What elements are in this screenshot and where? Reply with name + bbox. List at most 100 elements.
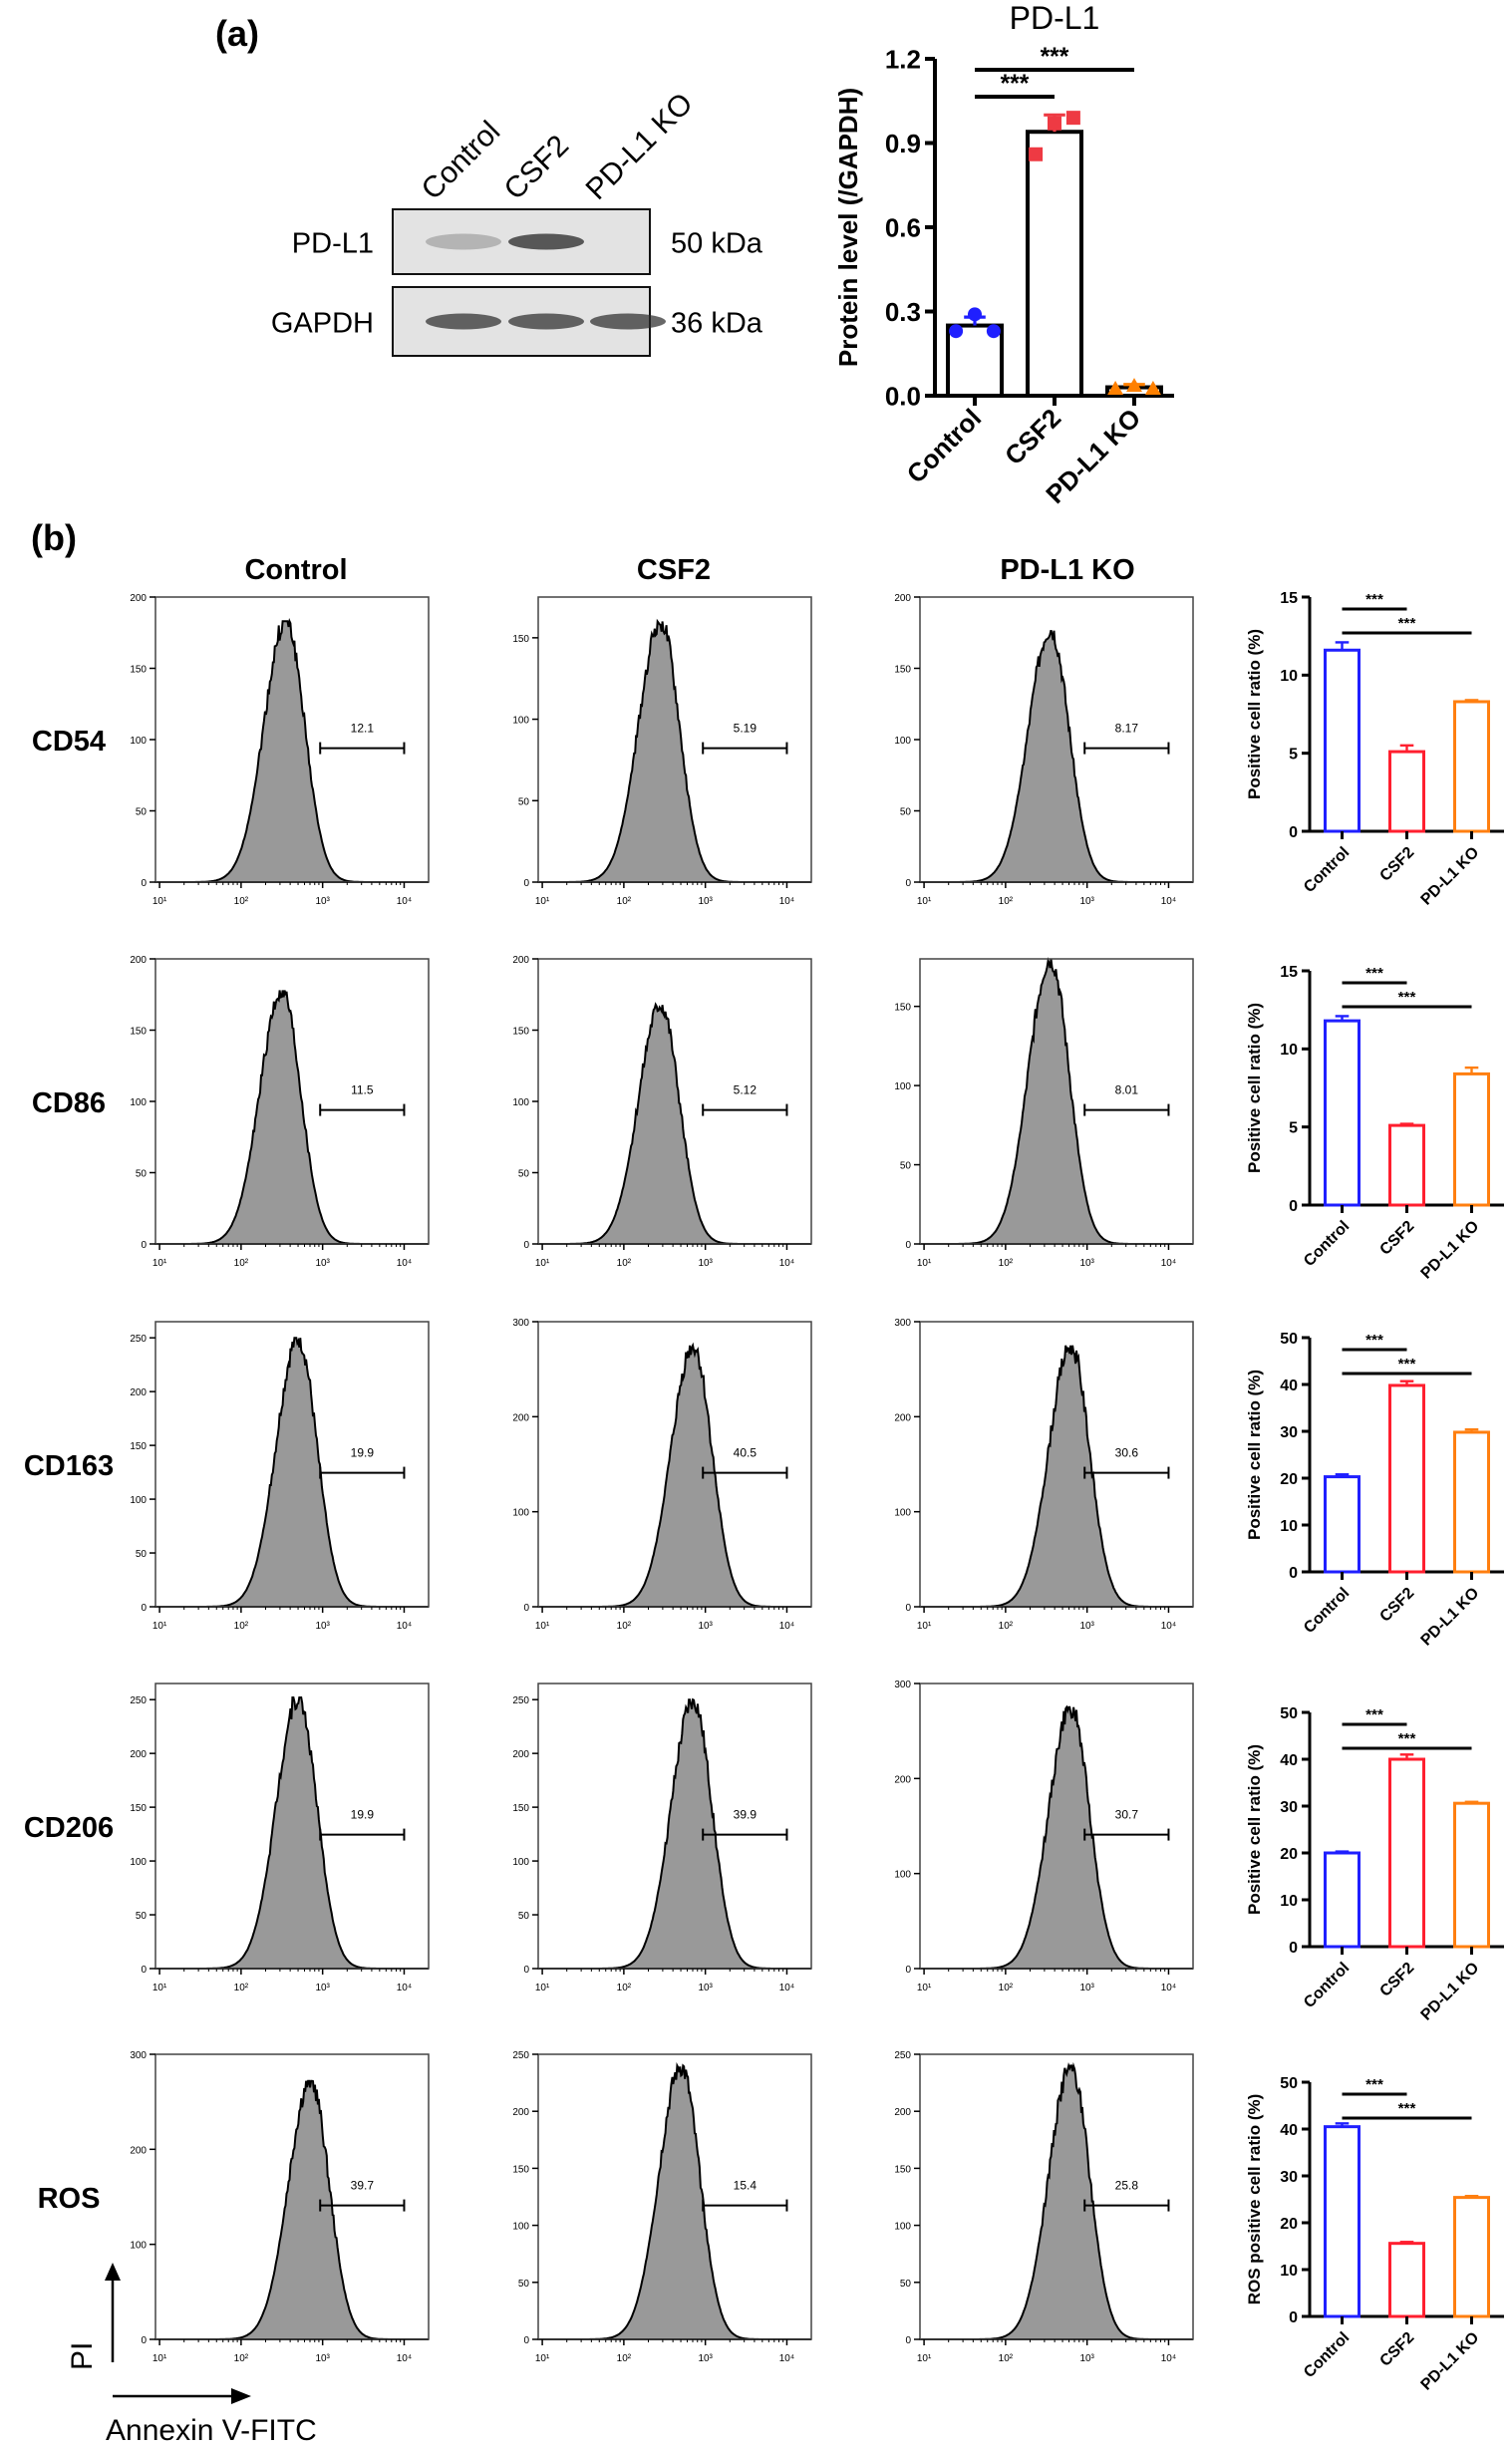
blot-row-gapdh: GAPDH 36 kDa: [271, 286, 763, 357]
y-tick-label: 100: [894, 1081, 911, 1092]
column-header: CSF2: [637, 554, 711, 586]
gate-percentage: 19.9: [351, 1446, 375, 1460]
blot-protein-label: PD-L1: [292, 228, 374, 260]
y-tick-label: 250: [894, 2050, 911, 2061]
x-tick-label: 10³: [1079, 1983, 1094, 1993]
y-tick-label: 10: [1280, 2263, 1298, 2280]
plot-frame: [919, 2053, 1194, 2340]
y-axis-title: PI: [66, 2342, 99, 2370]
y-tick-label: 0: [141, 878, 147, 889]
lane-label: Control: [416, 115, 507, 206]
y-tick-label: 100: [130, 1857, 147, 1868]
x-tick-label: 10¹: [917, 2353, 932, 2364]
histogram-cd163-0: 0 50 100 150 200 250 10¹ 10² 10³ 10⁴ 19.9: [130, 1321, 430, 1632]
x-tick-label: 10⁴: [1161, 2353, 1176, 2364]
gate-percentage: 8.01: [1115, 1083, 1139, 1097]
y-tick-label: 50: [518, 1169, 530, 1180]
x-tick-label: 10¹: [535, 2353, 550, 2364]
y-tick-label: 0: [1289, 1198, 1298, 1215]
y-tick-label: 0: [1289, 2309, 1298, 2326]
x-tick-label: 10¹: [535, 896, 550, 907]
x-tick-label: 10³: [1079, 1258, 1094, 1269]
x-tick-label: 10⁴: [779, 1983, 794, 1993]
plot-frame: [537, 2053, 812, 2340]
y-tick-label: 30: [1280, 2169, 1298, 2186]
y-tick-label: 200: [512, 1749, 529, 1760]
y-tick-label: 0: [905, 1603, 911, 1614]
bar: [1388, 2242, 1425, 2318]
x-tick-label: Control: [1301, 2329, 1353, 2381]
histogram-curve: [920, 1345, 1193, 1608]
gate-percentage: 40.5: [734, 1446, 757, 1460]
histogram-ros-1: 0 50 100 150 200 250 10¹ 10² 10³ 10⁴ 15.4: [512, 2050, 812, 2364]
histogram-cd163-1: 0 100 200 300 10¹ 10² 10³ 10⁴ 40.5: [512, 1318, 812, 1632]
axis-legend: PI Annexin V-FITC: [66, 2263, 317, 2447]
x-tick-label: 10⁴: [397, 896, 412, 907]
gate-percentage: 11.5: [351, 1083, 374, 1097]
histogram-curve: [155, 1696, 429, 1970]
x-tick-label: 10³: [698, 896, 713, 907]
row-label: CD86: [32, 1087, 106, 1119]
y-tick-label: 0: [141, 1240, 147, 1251]
histogram-curve: [538, 1342, 811, 1608]
x-tick-label: 10³: [315, 1983, 330, 1993]
y-tick-label: 300: [894, 1680, 911, 1690]
data-point: [986, 324, 1001, 339]
y-tick-label: 50: [518, 796, 530, 807]
y-tick-label: 5: [1289, 746, 1298, 763]
significance-label: ***: [1398, 989, 1416, 1006]
x-tick-label: 10⁴: [397, 1258, 412, 1269]
x-tick-label: CSF2: [1376, 1960, 1417, 2000]
plot-frame: [154, 2053, 430, 2340]
significance-label: ***: [1398, 2100, 1416, 2117]
x-tick-label: 10²: [999, 1258, 1014, 1269]
y-tick-label: 0: [905, 1240, 911, 1251]
y-tick-label: 150: [130, 1441, 147, 1452]
x-tick-label: 10³: [698, 2353, 713, 2364]
x-tick-label: 10³: [315, 1621, 330, 1632]
x-tick-label: 10¹: [152, 2353, 167, 2364]
histogram-cd86-2: 0 50 100 150 10¹ 10² 10³ 10⁴ 8.01: [894, 957, 1194, 1269]
y-tick-label: 0: [523, 1965, 529, 1976]
y-tick-label: 10: [1280, 1042, 1298, 1059]
blot-band: [508, 233, 584, 250]
x-tick-label: 10²: [617, 1983, 632, 1993]
gate-percentage: 19.9: [351, 1808, 375, 1822]
y-tick-label: 15: [1280, 590, 1298, 607]
x-tick-label: 10²: [234, 1258, 249, 1269]
plot-frame: [919, 958, 1194, 1245]
significance-label: ***: [1365, 965, 1383, 982]
x-tick-label: 10⁴: [779, 1621, 794, 1632]
histogram-cd54-1: 0 50 100 150 10¹ 10² 10³ 10⁴ 5.19: [512, 596, 812, 907]
y-tick-label: 0: [523, 2335, 529, 2346]
row-label: ROS: [38, 2183, 101, 2215]
histogram-curve: [538, 2061, 811, 2340]
y-tick-label: 30: [1280, 1799, 1298, 1816]
gate-percentage: 8.17: [1115, 722, 1139, 736]
histogram-ros-2: 0 50 100 150 200 250 10¹ 10² 10³ 10⁴ 25.8: [894, 2050, 1194, 2364]
y-tick-label: 0: [1289, 1565, 1298, 1582]
x-tick-label: 10²: [999, 2353, 1014, 2364]
gate-percentage: 39.9: [734, 1808, 757, 1822]
bar-chart-cd54: 0 5 10 15 Control CSF2 PD-L1 KO *** *** Positive …: [1245, 590, 1504, 909]
plot-frame: [154, 1321, 430, 1608]
data-point: [1107, 380, 1124, 395]
histogram-curve: [920, 957, 1193, 1245]
bar: [1324, 648, 1361, 833]
x-tick-label: 10²: [234, 1983, 249, 1993]
panel-label-b: (b): [31, 517, 77, 558]
histogram-curve: [920, 2061, 1193, 2340]
y-tick-label: 50: [518, 1911, 530, 1922]
x-tick-label: 10⁴: [1161, 1983, 1176, 1993]
blot-band: [426, 313, 501, 330]
y-tick-label: 150: [894, 665, 911, 676]
bar: [1026, 130, 1083, 398]
x-tick-label: 10¹: [152, 1258, 167, 1269]
y-tick-label: 50: [1280, 1331, 1298, 1348]
y-tick-label: 150: [130, 1803, 147, 1814]
x-tick-label: 10²: [617, 1621, 632, 1632]
significance-label: ***: [1365, 591, 1383, 608]
y-axis-label: Protein level (/GAPDH): [833, 88, 863, 367]
